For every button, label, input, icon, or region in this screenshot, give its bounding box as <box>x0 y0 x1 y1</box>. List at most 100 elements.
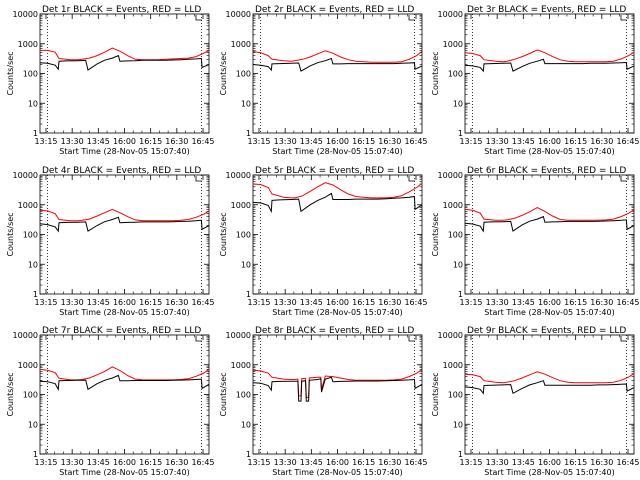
x-tick-label: 13:30 <box>61 298 84 307</box>
x-tick-label: 13:15 <box>247 137 270 146</box>
x-axis-label: Start Time (28-Nov-05 15:07:40) <box>272 308 402 317</box>
y-tick-label: 1000 <box>231 361 251 370</box>
chart-panel-5: Det 5r BLACK = Events, RED = LLD 1 10 100 10… <box>219 166 428 317</box>
x-axis-label: Start Time (28-Nov-05 15:07:40) <box>484 308 614 317</box>
x-tick-label: 16:15 <box>564 298 587 307</box>
y-tick-label: 1000 <box>443 361 463 370</box>
y-axis-label: Counts/sec <box>6 51 15 95</box>
y-axis-label: Counts/sec <box>219 51 228 95</box>
y-tick-label: 100 <box>448 391 463 400</box>
y-tick-label: 1000 <box>18 361 38 370</box>
x-tick-label: 13:30 <box>274 137 297 146</box>
y-tick-label: 100 <box>236 70 251 79</box>
x-tick-label: 13:45 <box>512 137 535 146</box>
x-tick-label: 16:30 <box>590 458 613 467</box>
x-tick-label: 16:45 <box>404 458 427 467</box>
chart-title: Det 9r BLACK = Events, RED = LLD <box>467 326 626 336</box>
x-tick-label: 13:45 <box>512 458 535 467</box>
x-tick-label: 16:00 <box>538 458 561 467</box>
corner-marker <box>620 176 627 182</box>
y-tick-label: 10 <box>28 99 38 108</box>
x-tick-label: 16:30 <box>378 458 401 467</box>
x-tick-label: 13:45 <box>87 137 110 146</box>
x-tick-label: 13:30 <box>274 298 297 307</box>
x-tick-label: 16:15 <box>352 458 375 467</box>
x-tick-label: 16:15 <box>352 298 375 307</box>
lld-series-line <box>252 182 423 199</box>
x-tick-label: 16:15 <box>564 137 587 146</box>
corner-marker <box>195 15 202 21</box>
corner-marker <box>195 336 202 342</box>
y-tick-label: 10000 <box>13 331 38 340</box>
x-tick-label: 13:30 <box>486 137 509 146</box>
x-tick-label: 13:30 <box>486 298 509 307</box>
y-tick-label: 100 <box>236 231 251 240</box>
y-tick-label: 10000 <box>438 10 463 19</box>
events-series-line <box>252 192 423 214</box>
y-tick-label: 1000 <box>231 40 251 49</box>
chart-title: Det 5r BLACK = Events, RED = LLD <box>255 166 414 176</box>
y-axis-label: Counts/sec <box>219 372 228 416</box>
y-tick-label: 10 <box>28 420 38 429</box>
y-tick-label: 100 <box>23 391 38 400</box>
y-axis-label: Counts/sec <box>6 372 15 416</box>
x-tick-label: 16:00 <box>113 298 136 307</box>
y-tick-label: 10000 <box>226 10 251 19</box>
x-tick-label: 13:45 <box>512 298 535 307</box>
x-tick-label: 16:30 <box>378 137 401 146</box>
y-axis-label: Counts/sec <box>431 372 440 416</box>
y-tick-label: 10000 <box>438 171 463 180</box>
y-tick-label: 1 <box>246 450 251 459</box>
corner-marker <box>408 176 415 182</box>
chart-panel-4: Det 4r BLACK = Events, RED = LLD 1 10 100 10… <box>6 166 215 317</box>
y-tick-label: 10 <box>28 260 38 269</box>
x-axis-label: Start Time (28-Nov-05 15:07:40) <box>59 147 189 156</box>
y-tick-label: 100 <box>23 231 38 240</box>
events-series-line <box>252 376 423 402</box>
x-tick-label: 13:45 <box>300 298 323 307</box>
x-tick-label: 16:15 <box>139 137 162 146</box>
y-tick-label: 10000 <box>438 331 463 340</box>
corner-marker <box>408 15 415 21</box>
y-axis-label: Counts/sec <box>431 51 440 95</box>
events-series-line <box>464 380 635 395</box>
chart-title: Det 4r BLACK = Events, RED = LLD <box>42 166 201 176</box>
x-axis-label: Start Time (28-Nov-05 15:07:40) <box>59 308 189 317</box>
x-tick-label: 16:30 <box>165 137 188 146</box>
y-tick-label: 10000 <box>226 171 251 180</box>
lld-series-line <box>40 47 210 61</box>
x-tick-label: 16:15 <box>352 137 375 146</box>
y-tick-label: 1 <box>458 290 463 299</box>
x-tick-label: 16:00 <box>538 298 561 307</box>
events-series-line <box>39 216 210 233</box>
x-axis-label: Start Time (28-Nov-05 15:07:40) <box>272 468 402 477</box>
events-series-line <box>39 54 210 71</box>
x-tick-label: 13:15 <box>247 458 270 467</box>
x-tick-label: 16:45 <box>191 298 214 307</box>
x-tick-label: 13:15 <box>459 298 482 307</box>
events-series-line <box>464 58 635 73</box>
x-tick-label: 16:15 <box>564 458 587 467</box>
chart-title: Det 6r BLACK = Events, RED = LLD <box>467 166 626 176</box>
x-tick-label: 13:30 <box>61 137 84 146</box>
y-tick-label: 1000 <box>443 40 463 49</box>
x-tick-label: 16:00 <box>326 137 349 146</box>
y-tick-label: 1 <box>458 450 463 459</box>
x-tick-label: 16:30 <box>590 298 613 307</box>
lld-series-line <box>464 49 635 63</box>
x-tick-label: 16:30 <box>590 137 613 146</box>
lld-series-line <box>39 208 210 222</box>
chart-title: Det 8r BLACK = Events, RED = LLD <box>255 326 414 336</box>
y-tick-label: 1000 <box>18 201 38 210</box>
y-tick-label: 10 <box>241 420 251 429</box>
y-tick-label: 1 <box>33 450 38 459</box>
chart-title: Det 7r BLACK = Events, RED = LLD <box>42 326 201 336</box>
chart-panel-7: Det 7r BLACK = Events, RED = LLD 1 10 100 10… <box>6 326 215 477</box>
x-tick-label: 16:00 <box>113 458 136 467</box>
chart-title: Det 1r BLACK = Events, RED = LLD <box>42 5 201 15</box>
chart-title: Det 3r BLACK = Events, RED = LLD <box>467 5 626 15</box>
x-tick-label: 16:00 <box>326 458 349 467</box>
chart-panel-6: Det 6r BLACK = Events, RED = LLD 1 10 100 10… <box>431 166 640 317</box>
chart-title: Det 2r BLACK = Events, RED = LLD <box>255 5 414 15</box>
